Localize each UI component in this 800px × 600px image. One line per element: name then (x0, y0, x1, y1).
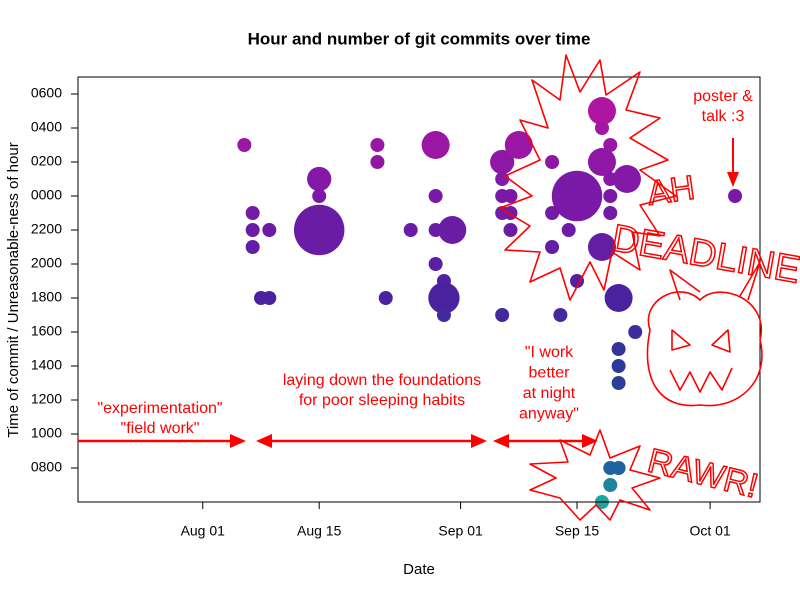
bubble (611, 359, 626, 373)
scribble-burst (499, 54, 677, 301)
annotation-text: "experimentation" (97, 400, 222, 417)
bubble (545, 206, 560, 220)
bubble (603, 189, 618, 203)
arrow-head (471, 434, 487, 448)
bubble (378, 291, 393, 305)
bubble (570, 274, 585, 288)
bubble (262, 291, 277, 305)
bubble (611, 342, 626, 356)
bubble (612, 165, 641, 193)
x-tick-label: Sep 15 (555, 523, 600, 539)
annotation-text: talk :3 (702, 108, 745, 125)
x-tick-label: Sep 01 (438, 523, 483, 539)
bubble (495, 308, 510, 322)
scribble-horns (669, 261, 761, 301)
bubble (428, 257, 443, 271)
bubble (307, 166, 332, 192)
annotation-text: anyway" (519, 406, 579, 423)
bubble (594, 121, 609, 135)
bubble (611, 461, 626, 475)
y-tick-label: 1400 (31, 357, 62, 373)
bubble (603, 138, 618, 152)
scribble-face (646, 291, 763, 407)
x-tick-label: Aug 01 (181, 523, 226, 539)
annotation-text: poster & (693, 88, 753, 105)
bubble (587, 148, 616, 176)
bubble (628, 325, 643, 339)
bubble (245, 223, 260, 237)
annotation-text: laying down the foundations (283, 372, 481, 389)
bubble (403, 223, 418, 237)
bubble (436, 308, 451, 322)
bubble (293, 204, 345, 256)
arrow-head (230, 434, 246, 448)
scribble-burst (529, 429, 661, 521)
bubble (503, 223, 518, 237)
bubble (504, 131, 533, 159)
y-tick-label: 1000 (31, 425, 62, 441)
y-tick-label: 2000 (31, 255, 62, 271)
bubble (495, 172, 510, 186)
bubble (370, 155, 385, 169)
chart-title: Hour and number of git commits over time (248, 29, 591, 48)
bubble (551, 170, 603, 222)
bubble (545, 155, 560, 169)
y-tick-label: 0600 (31, 85, 62, 101)
bubble (553, 308, 568, 322)
annotation-text: for poor sleeping habits (299, 392, 465, 409)
bubble (245, 240, 260, 254)
bubble (370, 138, 385, 152)
bubble (587, 233, 616, 261)
bubble (262, 223, 277, 237)
bubble (421, 131, 450, 159)
arrow-head (727, 172, 739, 187)
annotation-text: "I work (525, 344, 574, 361)
plot-frame (77, 76, 761, 503)
annotation-text: at night (523, 385, 576, 402)
bubble (503, 189, 518, 203)
y-tick-label: 0000 (31, 187, 62, 203)
annotation-text: "field work" (121, 420, 200, 437)
bubble (245, 206, 260, 220)
x-axis-label: Date (403, 561, 435, 578)
y-tick-label: 0200 (31, 153, 62, 169)
y-tick-label: 2200 (31, 221, 62, 237)
bubble (561, 223, 576, 237)
bubble (237, 138, 252, 152)
y-axis-label: Time of commit / Unreasonable-ness of ho… (5, 142, 22, 437)
y-tick-label: 0400 (31, 119, 62, 135)
bubble (587, 97, 616, 125)
arrow-head (582, 434, 598, 448)
arrow-head (256, 434, 272, 448)
x-tick-label: Aug 15 (297, 523, 342, 539)
y-tick-label: 0800 (31, 459, 62, 475)
bubble (545, 240, 560, 254)
bubble (604, 284, 633, 312)
y-tick-label: 1200 (31, 391, 62, 407)
bubble (611, 376, 626, 390)
y-tick-label: 1800 (31, 289, 62, 305)
bubble (603, 206, 618, 220)
bubble (728, 189, 743, 203)
bubble (603, 478, 618, 492)
scribble-text: AH (645, 169, 697, 213)
bubble (428, 282, 460, 314)
plot-marks (237, 97, 743, 509)
bubble (428, 189, 443, 203)
x-tick-label: Oct 01 (689, 523, 730, 539)
bubble (490, 149, 515, 175)
bubble (312, 189, 327, 203)
annotation-text: better (529, 365, 571, 382)
arrow-head (493, 434, 509, 448)
y-tick-label: 1600 (31, 323, 62, 339)
bubble (438, 216, 467, 244)
